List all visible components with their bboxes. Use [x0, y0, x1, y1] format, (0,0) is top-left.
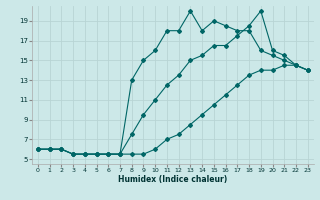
X-axis label: Humidex (Indice chaleur): Humidex (Indice chaleur)	[118, 175, 228, 184]
